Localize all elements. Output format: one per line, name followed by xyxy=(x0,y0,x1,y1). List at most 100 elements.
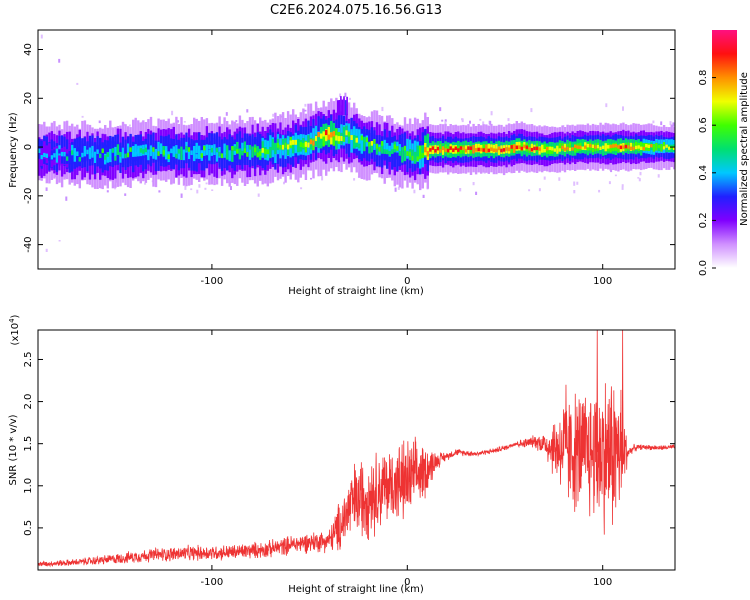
spectrogram-cell xyxy=(441,146,445,155)
spectrogram-cell xyxy=(297,138,300,151)
spectrogram-cell xyxy=(190,150,193,155)
spectrogram-cell xyxy=(157,151,160,156)
snr-x-tick-label: 100 xyxy=(593,577,612,588)
spectrogram-cell xyxy=(563,147,567,151)
spectrogram-noise-cell xyxy=(353,178,356,181)
spectrogram-noise-cell xyxy=(40,34,43,39)
spectrogram-cell xyxy=(292,141,295,154)
spectrogram-cell xyxy=(177,148,181,160)
spectrogram-cell xyxy=(568,147,572,152)
spectrogram-cell xyxy=(358,129,361,150)
spectrogram-noise-cell xyxy=(381,106,384,112)
spectrogram-cell xyxy=(421,152,424,158)
spectrogram-cell xyxy=(182,149,186,161)
spectrogram-cell xyxy=(365,137,369,143)
spectrogram-cell xyxy=(525,145,529,150)
spectrogram-noise-cell xyxy=(538,188,541,192)
spectrogram-cell xyxy=(505,147,508,151)
spectrogram-cell xyxy=(68,153,71,165)
spectrogram-noise-cell xyxy=(45,248,48,252)
spectrogram-cell xyxy=(604,145,607,149)
spectrogram-cell xyxy=(609,144,612,149)
spectrogram-cell xyxy=(299,142,302,147)
spectrogram-noise-cell xyxy=(543,176,546,180)
spectrogram-cell xyxy=(251,146,254,158)
spectrogram-cell xyxy=(447,148,450,153)
spectrogram-noise-cell xyxy=(211,189,214,191)
spectrogram-cell xyxy=(279,144,282,150)
spectrogram-cell xyxy=(48,145,51,156)
spectrogram-cell xyxy=(109,151,112,163)
spectrogram-cell xyxy=(347,132,351,144)
spectrogram-cell xyxy=(134,152,137,157)
spectrogram-cell xyxy=(596,144,600,149)
spectrogram-cell xyxy=(624,144,628,149)
snr-series-line xyxy=(38,330,675,568)
spectrogram-cell xyxy=(149,146,153,152)
spectrogram-cell xyxy=(73,151,76,162)
spectrogram-cell xyxy=(416,145,419,158)
spectrogram-cell xyxy=(78,147,81,159)
spectrogram-noise-cell xyxy=(128,124,131,127)
spectrogram-cell xyxy=(558,143,562,152)
spectrogram-cell xyxy=(413,140,417,161)
spectrogram-cell xyxy=(172,151,175,156)
spectrogram-noise-cell xyxy=(321,176,324,181)
spectrogram-noise-cell xyxy=(573,181,576,186)
spectrogram-cell xyxy=(345,130,348,136)
snr-y-tick-label: 2.5 xyxy=(23,352,34,368)
spectrogram-cell xyxy=(104,155,107,160)
spectrogram-cell xyxy=(609,144,612,153)
spectrogram-cell xyxy=(274,142,277,155)
spectrogram-cell xyxy=(424,146,427,153)
spectrogram-noise-cell xyxy=(76,82,79,85)
spectrogram-cell xyxy=(269,149,272,154)
spectrogram-cell xyxy=(340,136,343,141)
spectrogram-cell xyxy=(226,148,229,160)
spectrogram-cell xyxy=(175,145,178,156)
spectrogram-noise-cell xyxy=(257,193,260,197)
spectrogram-cell xyxy=(93,152,97,163)
spectrogram-cell xyxy=(187,148,191,160)
spectrogram-cell xyxy=(375,143,379,155)
spectrogram-noise-cell xyxy=(413,189,416,194)
spectrogram-cell xyxy=(507,147,511,152)
spectrogram-cell xyxy=(350,135,353,140)
spectrogram-cell xyxy=(444,148,447,152)
spectrogram-cell xyxy=(457,148,460,152)
spectrogram-cell xyxy=(474,143,478,153)
spectrogram-cell xyxy=(68,151,71,156)
spectrogram-cell xyxy=(162,150,165,155)
spectrogram-noise-cell xyxy=(622,106,624,111)
spectrogram-cell xyxy=(398,151,402,156)
colorbar-ticks: 0.0 0.2 0.4 0.6 0.8 xyxy=(698,70,716,276)
spectrogram-cell xyxy=(380,141,384,146)
spectrogram-cell xyxy=(462,146,465,151)
spectrogram-cell xyxy=(256,152,259,158)
spectrogram-burst-cell xyxy=(340,96,342,116)
spectrogram-noise-cell xyxy=(639,171,642,176)
spectrogram-cell xyxy=(53,153,56,158)
spectrogram-cell xyxy=(401,147,404,152)
spectrogram-cell xyxy=(571,142,574,151)
spectrogram-cell xyxy=(248,148,252,160)
spectrogram-noise-cell xyxy=(459,188,462,192)
spectrogram-cell xyxy=(144,147,148,153)
spectrogram-cell xyxy=(363,140,366,152)
spectrogram-cell xyxy=(142,149,145,154)
spectrogram-cell xyxy=(591,144,595,153)
spectrogram-cell xyxy=(515,145,518,150)
spectrogram-noise-cell xyxy=(672,122,675,127)
spectrogram-cell xyxy=(637,145,640,149)
spectrogram-cell xyxy=(76,151,79,156)
spectrogram-cell xyxy=(91,145,94,157)
spectrogram-cell xyxy=(281,144,285,150)
spectrogram-cell xyxy=(487,148,490,153)
spectrogram-cell xyxy=(60,153,64,164)
spectrogram-cell xyxy=(55,152,59,163)
spectrogram-noise-cell xyxy=(225,112,228,116)
spectrogram-cell xyxy=(416,156,419,162)
spectrogram-noise-cell xyxy=(339,93,342,97)
spectrogram-noise-cell xyxy=(235,120,238,123)
spectrogram-cell xyxy=(96,147,99,167)
